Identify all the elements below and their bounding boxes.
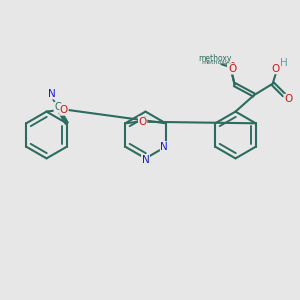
Text: N: N bbox=[160, 142, 168, 152]
Text: H: H bbox=[280, 58, 288, 68]
Text: N: N bbox=[49, 89, 56, 99]
Text: methoxy: methoxy bbox=[198, 54, 231, 63]
Text: O: O bbox=[227, 62, 236, 72]
Text: O: O bbox=[284, 94, 292, 104]
Text: methoxy: methoxy bbox=[202, 60, 229, 64]
Text: O: O bbox=[228, 64, 236, 74]
Text: O: O bbox=[272, 64, 280, 74]
Text: O: O bbox=[60, 105, 68, 115]
Text: O: O bbox=[139, 117, 147, 127]
Text: C: C bbox=[54, 102, 61, 112]
Text: N: N bbox=[142, 155, 149, 165]
